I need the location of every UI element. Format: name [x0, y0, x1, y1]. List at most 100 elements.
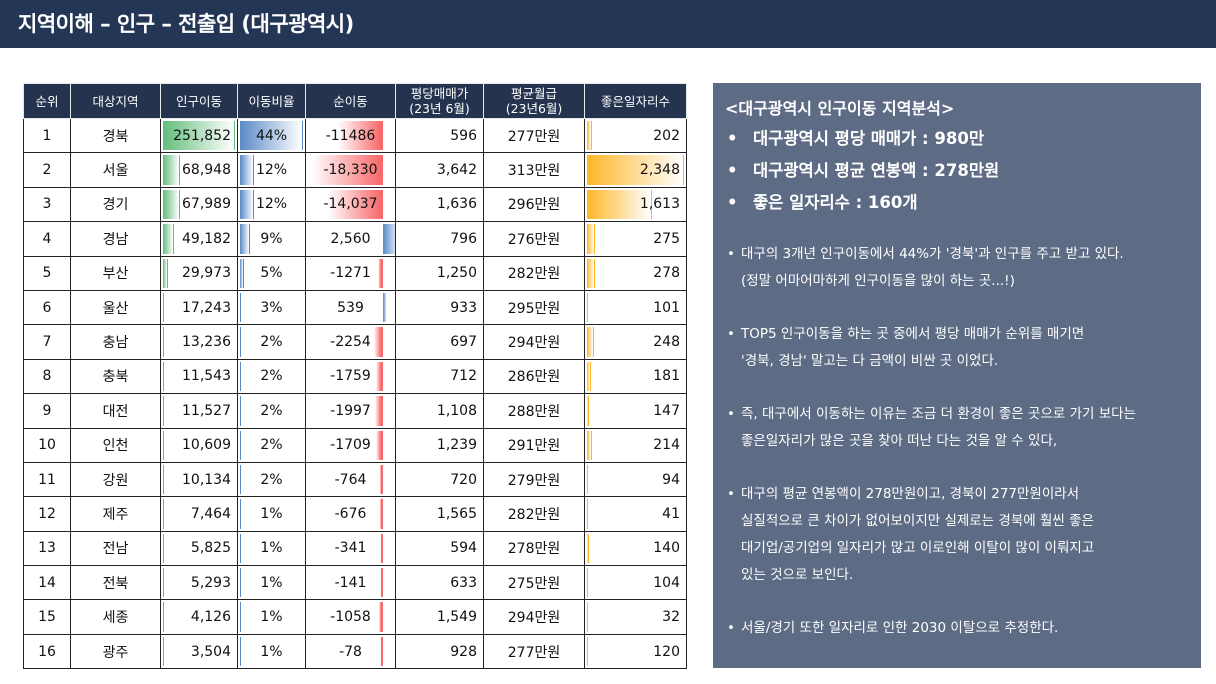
ratio-cell-bar — [240, 636, 241, 667]
price-cell: 933 — [395, 289, 484, 326]
rank-cell: 4 — [23, 221, 71, 257]
jobs-cell-value: 1,613 — [639, 196, 680, 213]
jobs-cell-value: 104 — [653, 574, 680, 591]
region-cell: 충북 — [70, 358, 161, 395]
analysis-note: • TOP5 인구이동을 하는 곳 중에서 평당 매매가 순위를 매기면 '경북,… — [725, 321, 1189, 375]
col-price-header: 평당매매가 (23년 6월) — [395, 83, 484, 119]
bullet-dot-icon: • — [727, 193, 738, 212]
table-row: 14 전북 5,293 1% -141 633 275만원 104 — [23, 565, 687, 601]
region-cell: 경북 — [70, 117, 161, 154]
net-cell-value: -11486 — [325, 127, 376, 144]
table-row: 8 충북 11,543 2% -1759 712 286만원 181 — [23, 358, 687, 395]
movement-cell: 7,464 — [160, 496, 238, 532]
net-cell-bar — [380, 499, 383, 529]
salary-cell: 275만원 — [483, 565, 585, 601]
jobs-cell-bar — [587, 258, 595, 288]
bullet-dot-icon: • — [727, 129, 738, 148]
movement-cell: 11,527 — [160, 393, 238, 429]
net-cell-bar — [381, 533, 383, 564]
movement-cell: 5,293 — [160, 565, 238, 601]
jobs-cell-bar — [587, 499, 588, 529]
analysis-panel: <대구광역시 인구이동 지역분석> • 대구광역시 평당 매매가 : 980만 • 대… — [713, 83, 1201, 668]
jobs-cell-value: 32 — [662, 609, 680, 626]
rank-cell: 7 — [23, 324, 71, 360]
movement-cell-value: 10,609 — [182, 437, 231, 454]
summary-bullet-text: 대구광역시 평당 매매가 : 980만 — [753, 129, 984, 148]
movement-cell-bar — [163, 499, 164, 529]
ratio-cell-value: 5% — [260, 265, 283, 282]
net-cell-bar — [374, 327, 383, 357]
jobs-cell-bar — [587, 224, 595, 254]
table-row: 6 울산 17,243 3% 539 933 295만원 101 — [23, 289, 687, 326]
note-text: 서울/경기 또한 일자리로 인한 2030 이탈으로 추정한다. — [741, 620, 1059, 636]
net-cell-value: -1271 — [330, 265, 371, 282]
price-cell: 1,250 — [395, 255, 484, 291]
movement-cell-value: 49,182 — [182, 230, 231, 247]
net-cell: -2254 — [305, 324, 396, 360]
region-cell: 서울 — [70, 152, 161, 188]
net-cell: -764 — [305, 461, 396, 498]
jobs-cell: 41 — [584, 496, 687, 532]
ratio-cell-bar — [240, 361, 241, 392]
col-net-header: 순이동 — [305, 83, 396, 119]
col-rank-header: 순위 — [23, 83, 71, 119]
movement-cell-bar — [163, 224, 174, 254]
ratio-cell: 5% — [237, 255, 306, 291]
net-cell-bar — [378, 258, 383, 288]
jobs-cell-bar — [587, 533, 590, 564]
table-row: 16 광주 3,504 1% -78 928 277만원 120 — [23, 633, 687, 670]
salary-cell: 294만원 — [483, 324, 585, 360]
ratio-cell: 1% — [237, 565, 306, 601]
movement-cell-value: 3,504 — [190, 643, 231, 660]
jobs-cell-value: 202 — [653, 127, 680, 144]
rank-cell: 2 — [23, 152, 71, 188]
salary-cell: 313만원 — [483, 152, 585, 188]
ratio-cell-bar — [240, 396, 241, 426]
jobs-cell-value: 278 — [653, 265, 680, 282]
movement-cell: 5,825 — [160, 530, 238, 567]
jobs-cell-value: 2,348 — [639, 162, 680, 179]
salary-cell: 296만원 — [483, 186, 585, 223]
ratio-cell-value: 2% — [260, 437, 283, 454]
price-cell: 1,565 — [395, 496, 484, 532]
net-cell-value: -764 — [334, 471, 367, 488]
table-row: 9 대전 11,527 2% -1997 1,108 288만원 147 — [23, 393, 687, 429]
note-bullet-icon: • — [727, 246, 735, 262]
summary-bullet: • 대구광역시 평당 매매가 : 980만 — [725, 123, 1189, 155]
salary-cell: 277만원 — [483, 117, 585, 154]
jobs-cell-value: 101 — [653, 299, 680, 316]
ratio-cell-value: 44% — [255, 127, 288, 144]
jobs-cell-value: 94 — [662, 471, 680, 488]
movement-cell-value: 67,989 — [182, 196, 231, 213]
ratio-cell-bar — [240, 533, 241, 564]
movement-cell: 29,973 — [160, 255, 238, 291]
salary-cell: 291만원 — [483, 427, 585, 463]
jobs-cell-bar — [587, 396, 590, 426]
movement-cell-bar — [163, 327, 164, 357]
movement-cell-value: 10,134 — [182, 471, 231, 488]
salary-cell: 276만원 — [483, 221, 585, 257]
col-salary-header: 평균월급 (23년6월) — [483, 83, 585, 119]
movement-cell: 13,236 — [160, 324, 238, 360]
net-cell-value: -1709 — [330, 437, 371, 454]
region-cell: 광주 — [70, 633, 161, 670]
rank-cell: 5 — [23, 255, 71, 291]
net-cell: -18,330 — [305, 152, 396, 188]
rank-cell: 13 — [23, 530, 71, 567]
movement-cell-value: 17,243 — [182, 299, 231, 316]
col-ratio-header: 이동비율 — [237, 83, 306, 119]
note-bullet-icon: • — [727, 620, 735, 636]
ratio-cell: 1% — [237, 530, 306, 567]
table-row: 5 부산 29,973 5% -1271 1,250 282만원 278 — [23, 255, 687, 291]
note-text: 대구의 3개년 인구이동에서 44%가 '경북'과 인구를 주고 받고 있다. … — [741, 246, 1124, 289]
jobs-cell: 1,613 — [584, 186, 687, 223]
ratio-cell: 1% — [237, 599, 306, 635]
jobs-cell: 275 — [584, 221, 687, 257]
movement-cell-value: 68,948 — [182, 162, 231, 179]
analysis-note: • 즉, 대구에서 이동하는 이유는 조금 더 환경이 좋은 곳으로 가기 보다는… — [725, 401, 1189, 455]
ratio-cell-value: 1% — [260, 643, 283, 660]
jobs-cell: 181 — [584, 358, 687, 395]
jobs-cell-bar — [587, 361, 591, 392]
table-row: 4 경남 49,182 9% 2,560 796 276만원 275 — [23, 221, 687, 257]
net-cell: -1709 — [305, 427, 396, 463]
